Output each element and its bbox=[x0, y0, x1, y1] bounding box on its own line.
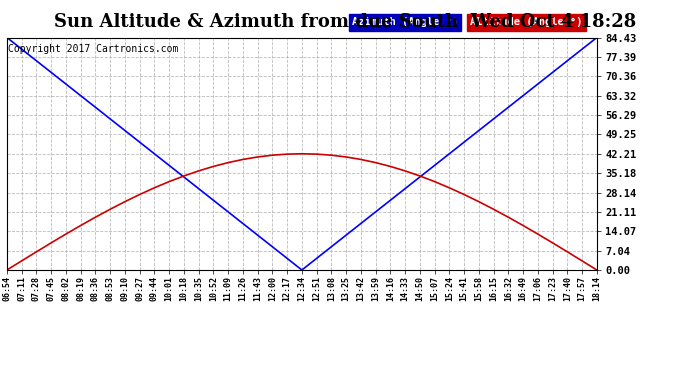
Text: Altitude (Angle °): Altitude (Angle °) bbox=[470, 17, 582, 27]
Text: Sun Altitude & Azimuth from due South  Wed Oct 4 18:28: Sun Altitude & Azimuth from due South We… bbox=[54, 13, 636, 31]
Text: Copyright 2017 Cartronics.com: Copyright 2017 Cartronics.com bbox=[8, 45, 179, 54]
Text: Azimuth (Angle °): Azimuth (Angle °) bbox=[352, 17, 458, 27]
